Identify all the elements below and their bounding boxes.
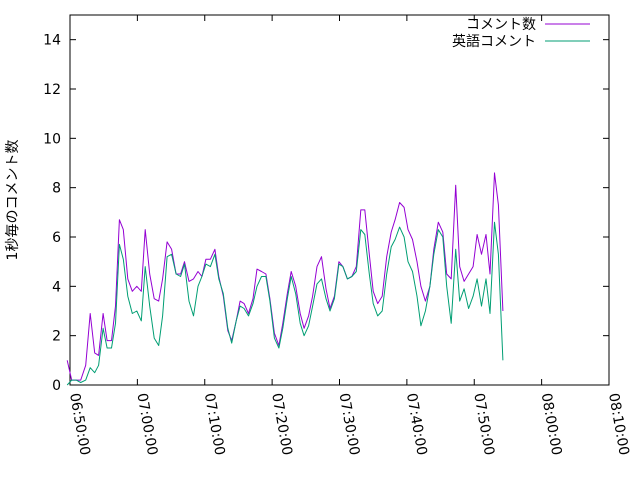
series-lines [66,172,504,386]
x-tick-label: 07:50:00 [470,392,497,457]
series-line-1 [66,172,504,381]
x-tick-label: 08:00:00 [538,392,565,457]
plot-frame [69,14,610,386]
x-tick-label: 07:00:00 [133,392,160,457]
y-tick-label: 10 [43,131,61,147]
legend-label: コメント数 [466,17,536,33]
x-tick-label: 07:20:00 [268,392,295,457]
y-tick-label: 14 [43,33,61,49]
y-tick-label: 6 [52,230,61,246]
x-tick-label: 06:50:00 [66,392,93,457]
x-tick-label: 07:30:00 [336,392,363,457]
axes [69,14,610,386]
tick-marks: 0 2 4 6 8 10 12 14 06:50:00 07:00:00 07:10:00 07:20… [43,15,632,457]
y-tick-label: 12 [43,82,61,98]
x-tick-label: 07:40:00 [403,392,430,457]
x-tick-label: 07:10:00 [201,392,228,457]
legend-label: 英語コメント [452,33,536,50]
y-axis-label: 1秒毎のコメント数 [5,140,21,261]
series-line-2 [66,221,504,386]
y-tick-label: 2 [52,329,61,345]
y-tick-label: 4 [52,279,61,295]
x-tick-label: 08:10:00 [605,392,632,457]
y-tick-label: 8 [52,181,61,197]
y-tick-label: 0 [52,378,61,394]
